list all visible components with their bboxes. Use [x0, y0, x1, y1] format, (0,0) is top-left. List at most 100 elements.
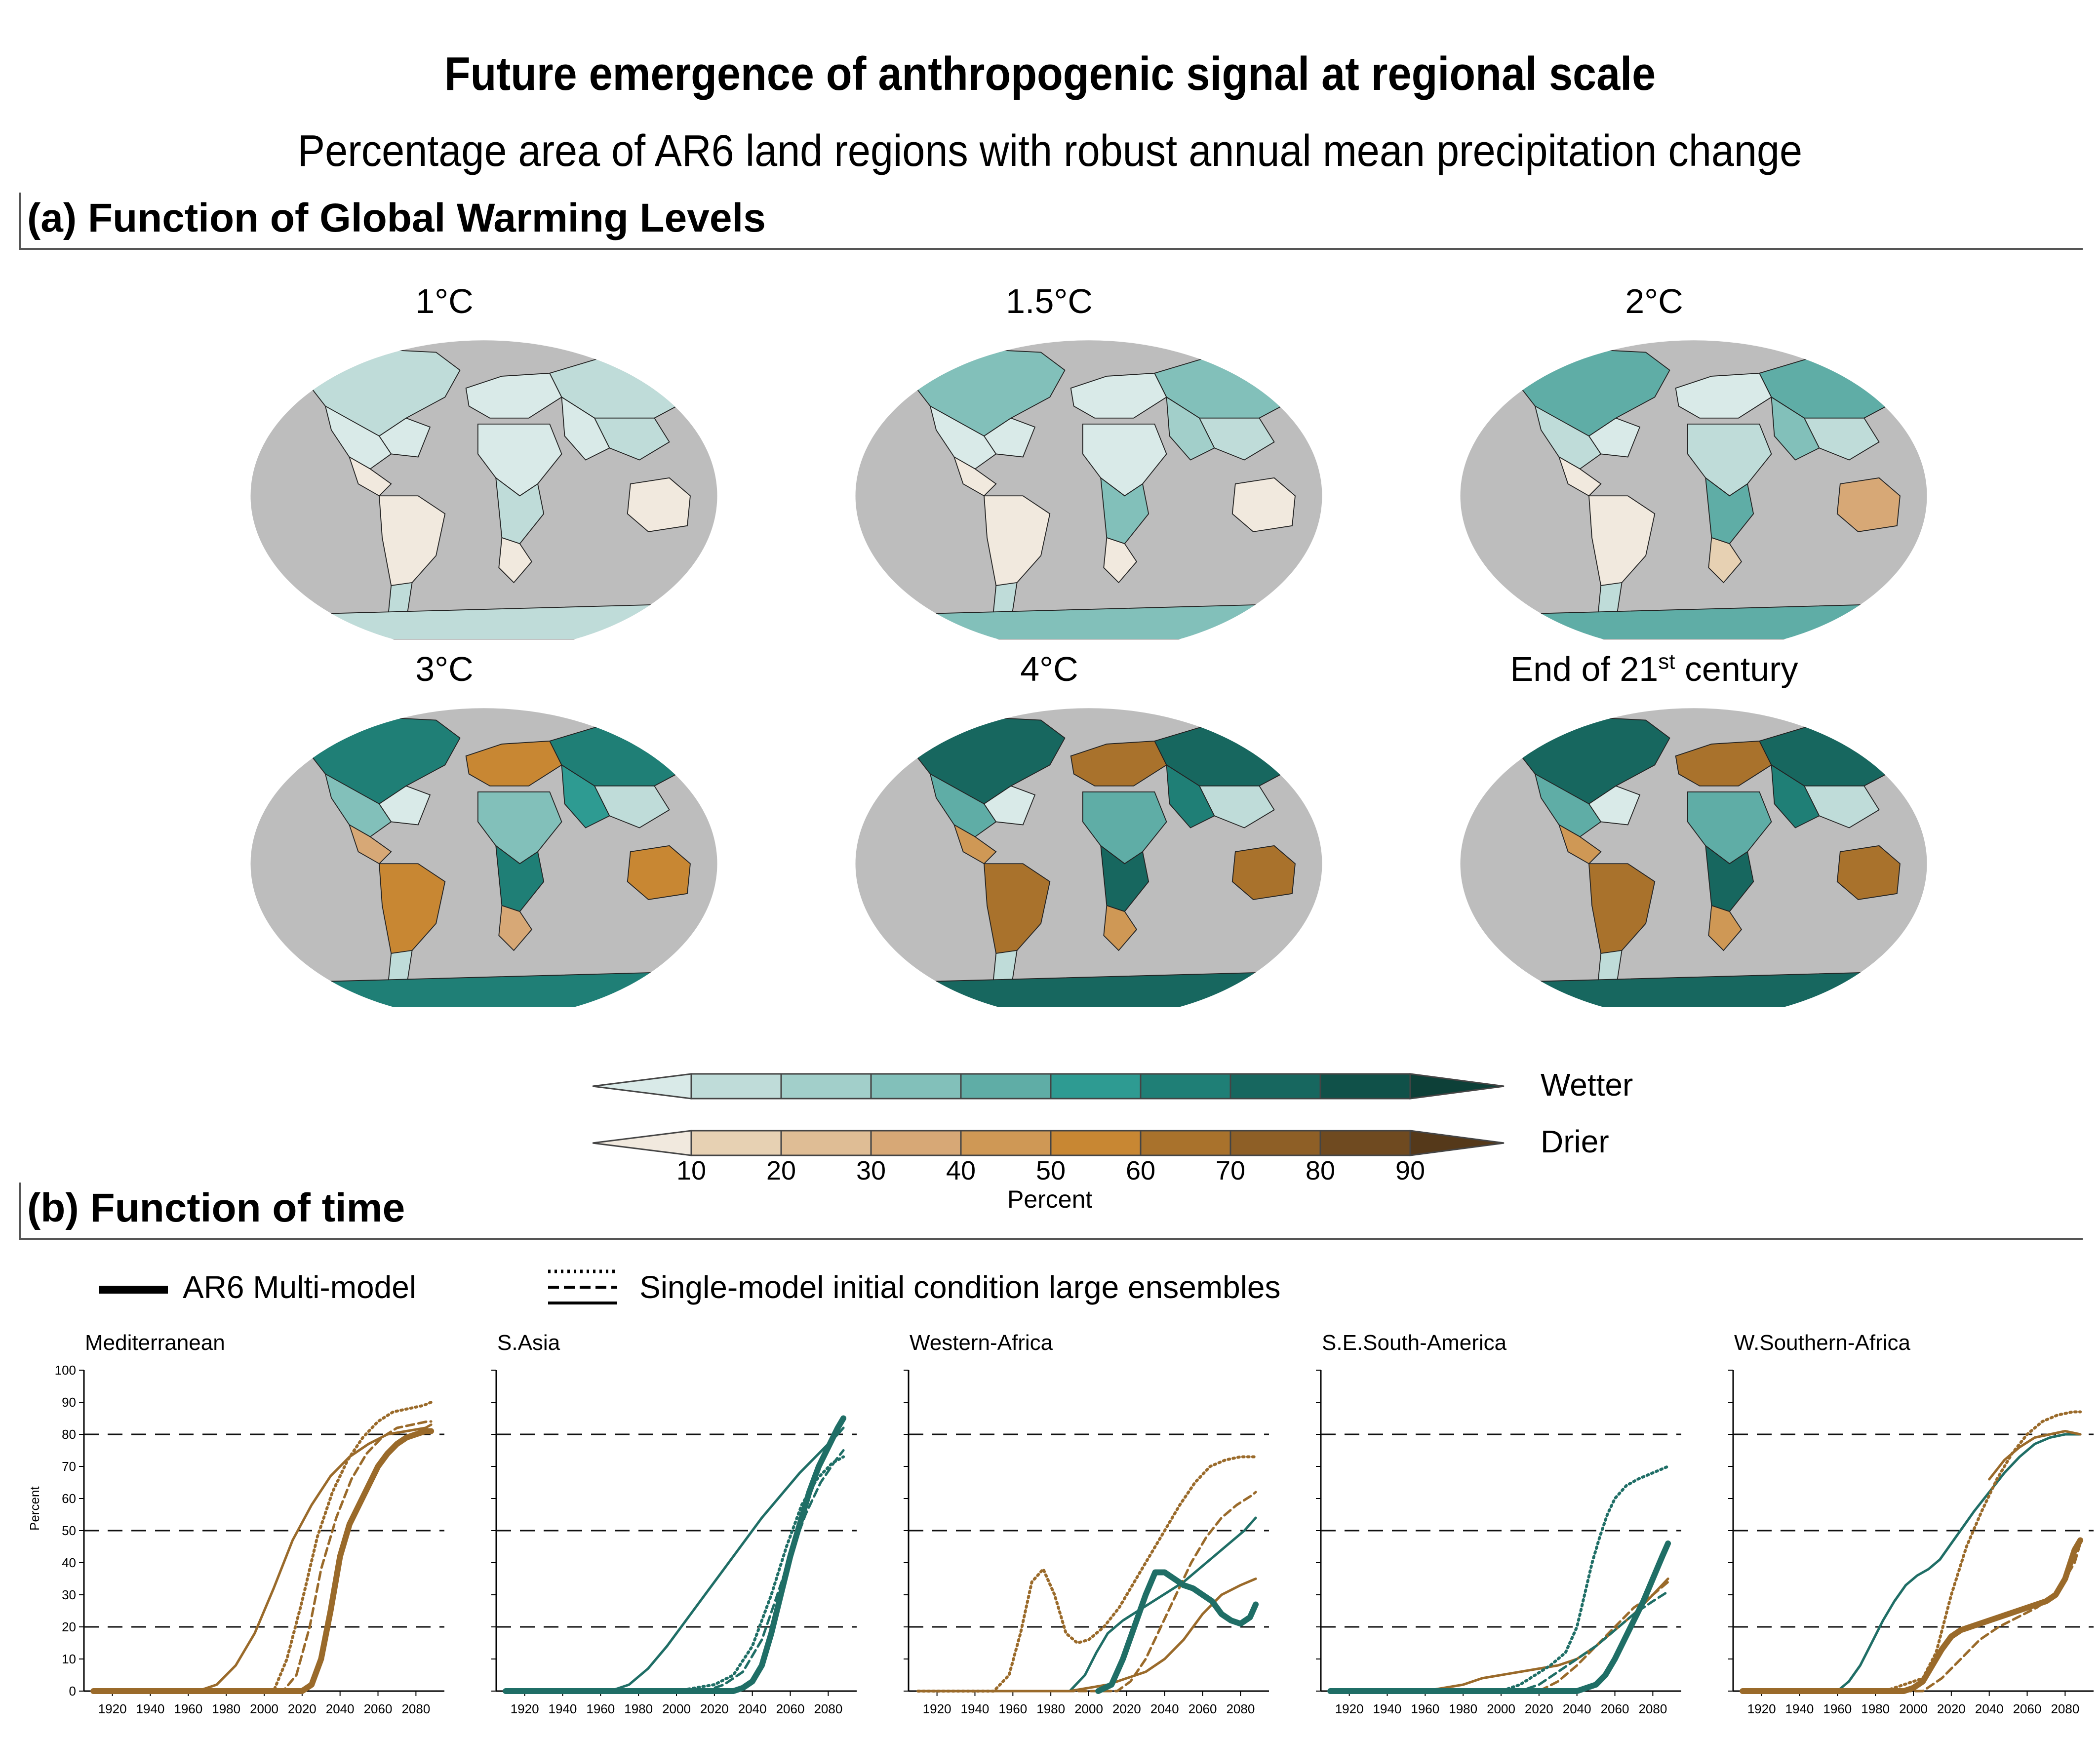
map-title-1: 1.5°C — [1006, 282, 1093, 320]
map-region-central-america — [348, 824, 392, 865]
section-b-rule — [19, 1238, 2083, 1240]
colorbar-dry-segment — [1229, 1130, 1321, 1156]
x-tick-label: 1920 — [98, 1701, 127, 1716]
x-tick-label: 2060 — [776, 1701, 805, 1716]
map-region-australia — [627, 845, 691, 900]
series-line-dotted — [92, 1401, 433, 1693]
colorbar-dry-low-extension — [593, 1130, 692, 1156]
series-line-dashed — [916, 1491, 1257, 1693]
colorbar-tick-label: 90 — [1395, 1156, 1426, 1185]
colorbar-wet-high-extension — [1409, 1073, 1505, 1100]
colorbar-tick-label: 60 — [1125, 1156, 1156, 1185]
colorbar-dry-segment — [960, 1130, 1052, 1156]
series-line-solid — [1741, 1433, 2082, 1693]
y-tick-label: 70 — [62, 1459, 76, 1474]
x-tick-label: 2080 — [401, 1701, 430, 1716]
series-line-dotted — [1329, 1465, 1670, 1693]
map-region-east-asia — [1803, 417, 1880, 461]
colorbar-dry-segment — [690, 1130, 782, 1156]
map-title-2: 2°C — [1625, 282, 1683, 320]
x-tick-label: 2040 — [326, 1701, 355, 1716]
x-tick-label: 2060 — [364, 1701, 393, 1716]
map-region-europe-mediterranean — [465, 740, 562, 787]
colorbar-dry-label: Drier — [1541, 1124, 1609, 1159]
series-line-solid-thick — [503, 1415, 847, 1694]
y-axis-label: Percent — [27, 1486, 42, 1531]
line-chart-4: 1920 1940 1960 1980 2000 2020 2040 2060 2080 — [1728, 1370, 2094, 1716]
map-region-europe-mediterranean — [1070, 740, 1167, 787]
map-region-africa-south — [1103, 537, 1138, 584]
colorbar-tick-label: 10 — [676, 1156, 707, 1185]
map-region-north-america-east — [1588, 417, 1641, 458]
world-map-5 — [1460, 708, 1927, 1007]
map-region-africa-south — [498, 905, 533, 951]
x-tick-label: 2040 — [738, 1701, 767, 1716]
map-region-asia-south — [1166, 396, 1215, 461]
world-map-3 — [250, 708, 717, 1007]
series-line-solid — [504, 1426, 845, 1693]
map-region-australia — [627, 477, 691, 532]
section-b-left-rule — [19, 1183, 21, 1239]
colorbar-wet-label: Wetter — [1541, 1067, 1633, 1103]
line-chart-1: 1920 1940 1960 1980 2000 2020 2040 2060 2080 — [491, 1370, 857, 1716]
colorbar-dry-segment — [1050, 1130, 1142, 1156]
colorbar-dry-segment — [870, 1130, 962, 1156]
figure-subtitle: Percentage area of AR6 land regions with… — [297, 126, 1803, 176]
map-region-east-asia — [1198, 417, 1275, 461]
map-region-antarctica — [855, 603, 1322, 639]
x-tick-label: 1980 — [1449, 1701, 1477, 1716]
series-line-solid-thick — [1327, 1540, 1671, 1694]
map-region-asia-south — [561, 764, 610, 829]
section-a-heading: (a) Function of Global Warming Levels — [27, 196, 766, 240]
series-line-dashed — [504, 1449, 845, 1693]
map-region-antarctica — [250, 971, 717, 1007]
colorbar-tick-label: 50 — [1035, 1156, 1066, 1185]
colorbar-dry-segment — [1319, 1130, 1411, 1156]
series-line-dotted — [504, 1455, 845, 1693]
map-region-north-america-east — [983, 785, 1036, 826]
map-region-africa-south — [1708, 905, 1743, 951]
line-chart-3: 1920 1940 1960 1980 2000 2020 2040 2060 2080 — [1316, 1370, 1681, 1716]
map-title-0: 1°C — [415, 282, 474, 320]
map-region-europe-mediterranean — [1675, 740, 1772, 787]
series-line-solid — [1069, 1516, 1257, 1693]
y-tick-label: 50 — [62, 1523, 76, 1538]
x-tick-label: 2040 — [1975, 1701, 2004, 1716]
x-tick-label: 2060 — [2013, 1701, 2042, 1716]
series-line-dotted — [916, 1455, 1258, 1693]
x-tick-label: 1940 — [136, 1701, 165, 1716]
map-region-europe-mediterranean — [1675, 372, 1772, 419]
x-tick-label: 2060 — [1189, 1701, 1217, 1716]
map-region-asia-south — [561, 396, 610, 461]
map-region-east-asia — [1198, 785, 1275, 829]
map-region-north-america-east — [378, 785, 431, 826]
map-region-europe-mediterranean — [465, 372, 562, 419]
map-region-africa-south — [498, 537, 533, 584]
map-title-3: 3°C — [415, 650, 474, 688]
world-map-0 — [250, 340, 717, 639]
map-region-australia — [1231, 477, 1296, 532]
line-chart-2: 1920 1940 1960 1980 2000 2020 2040 2060 2080 — [904, 1370, 1269, 1716]
x-tick-label: 1960 — [586, 1701, 615, 1716]
colorbar-tick-label: 30 — [856, 1156, 886, 1185]
series-line-solid-thick — [90, 1428, 435, 1694]
x-tick-label: 2080 — [1226, 1701, 1255, 1716]
x-tick-label: 2020 — [1112, 1701, 1141, 1716]
x-tick-label: 2040 — [1563, 1701, 1591, 1716]
series-line-solid-thick — [1095, 1569, 1259, 1694]
colorbar-wet-low-extension — [593, 1073, 692, 1100]
map-region-australia — [1836, 477, 1901, 532]
x-tick-label: 1960 — [1411, 1701, 1439, 1716]
colorbar-wet-segment — [1319, 1073, 1411, 1100]
colorbar-wet-segment — [1140, 1073, 1231, 1100]
x-tick-label: 2000 — [1074, 1701, 1103, 1716]
y-tick-label: 40 — [62, 1555, 76, 1570]
legend-dashed-label: Single-model initial condition large ens… — [639, 1269, 1281, 1305]
map-region-africa-south — [1708, 537, 1743, 584]
world-map-2 — [1460, 340, 1927, 639]
x-tick-label: 1940 — [961, 1701, 990, 1716]
series-line-dashed — [1741, 1542, 2082, 1693]
x-tick-label: 1920 — [1335, 1701, 1364, 1716]
map-region-north-america-east — [983, 417, 1036, 458]
map-region-europe-mediterranean — [1070, 372, 1167, 419]
